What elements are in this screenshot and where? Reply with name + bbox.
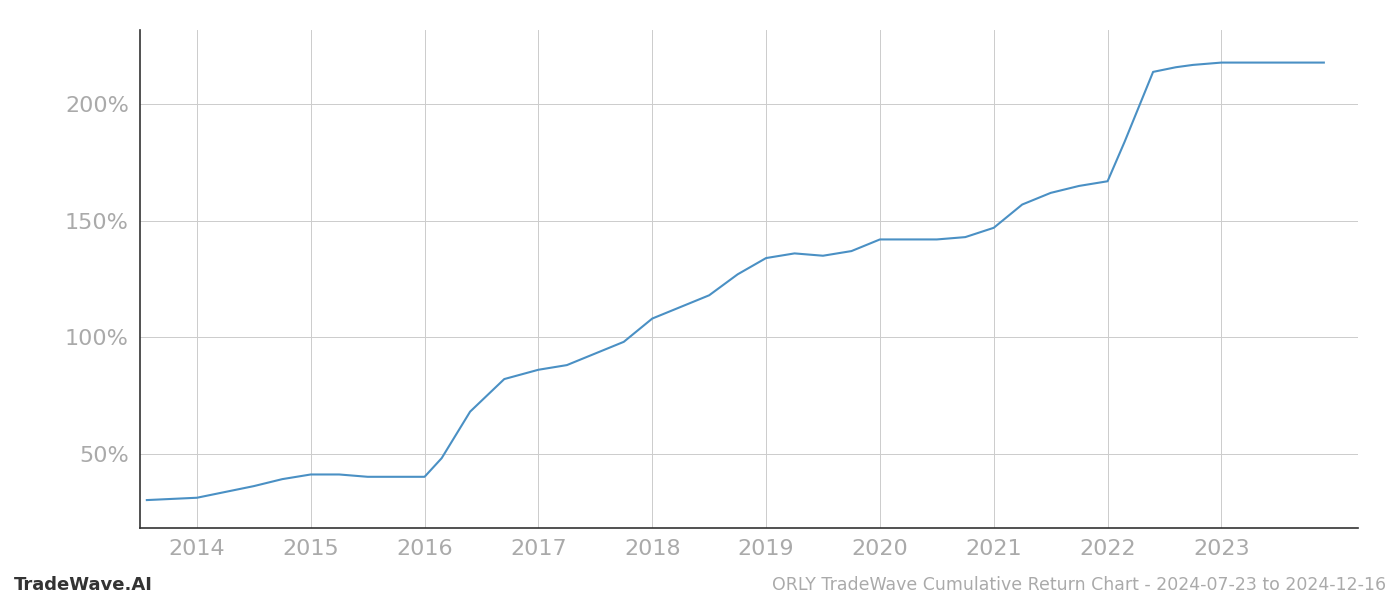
Text: ORLY TradeWave Cumulative Return Chart - 2024-07-23 to 2024-12-16: ORLY TradeWave Cumulative Return Chart -… (771, 576, 1386, 594)
Text: TradeWave.AI: TradeWave.AI (14, 576, 153, 594)
